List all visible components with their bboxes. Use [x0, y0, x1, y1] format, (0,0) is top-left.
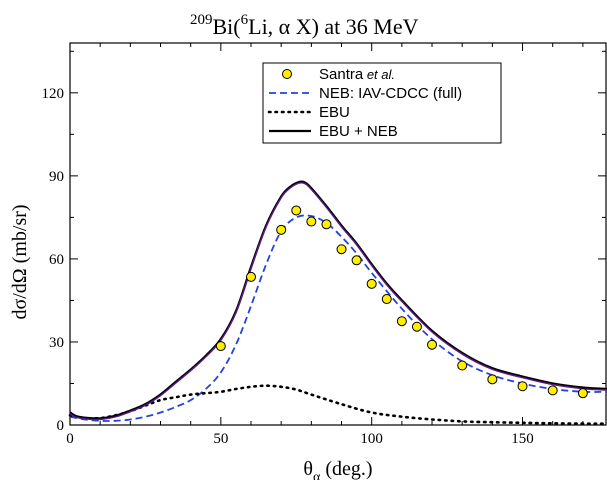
- data-point: [487, 374, 498, 385]
- data-point: [547, 385, 558, 396]
- legend-box: [262, 62, 502, 144]
- y-tick-label: 60: [49, 252, 64, 268]
- data-point-marker: [215, 341, 226, 352]
- legend-entry: Santra et al.: [282, 66, 395, 83]
- data-point: [457, 360, 468, 371]
- series-line-ebu-neb-black: [69, 180, 607, 420]
- title-reaction: Li, α X) at 36 MeV: [248, 14, 418, 39]
- y-tick-label: 30: [49, 335, 64, 351]
- data-point: [246, 271, 257, 282]
- data-point-marker: [246, 271, 257, 282]
- legend-label: EBU: [319, 104, 350, 121]
- data-point-marker: [381, 294, 392, 305]
- data-point: [577, 388, 588, 399]
- data-point-marker: [336, 244, 347, 255]
- data-point-marker: [427, 339, 438, 350]
- data-point-marker: [396, 316, 407, 327]
- data-point: [381, 294, 392, 305]
- x-tick-label: 0: [66, 431, 74, 447]
- data-point-marker: [351, 255, 362, 266]
- legend-label: NEB: IAV-CDCC (full): [319, 85, 462, 102]
- data-point-marker: [366, 278, 377, 289]
- data-point-marker: [276, 224, 287, 235]
- y-tick-label: 90: [49, 169, 64, 185]
- legend-marker: [282, 69, 292, 79]
- data-point: [291, 205, 302, 216]
- data-point-marker: [306, 216, 317, 227]
- data-point: [517, 381, 528, 392]
- x-axis-label-unit: (deg.): [320, 458, 372, 480]
- x-axis-label-symbol: θ: [303, 458, 313, 480]
- data-point: [396, 316, 407, 327]
- y-tick-label: 0: [57, 418, 65, 434]
- y-axis-label: dσ/dΩ (mb/sr): [9, 204, 31, 319]
- data-point-marker: [291, 205, 302, 216]
- title-projectile-mass: 6: [241, 12, 249, 28]
- chart-title: 209Bi(6Li, α X) at 36 MeV: [190, 12, 419, 39]
- x-tick-label: 50: [213, 431, 228, 447]
- data-point-marker: [411, 321, 422, 332]
- data-point: [321, 219, 332, 230]
- data-point: [351, 255, 362, 266]
- title-mass-number: 209: [190, 12, 213, 28]
- data-point-marker: [547, 385, 558, 396]
- legend-label: EBU + NEB: [319, 123, 398, 140]
- legend-entry: EBU + NEB: [269, 123, 398, 140]
- x-axis-label: θα (deg.): [303, 458, 372, 480]
- data-point: [215, 341, 226, 352]
- data-point: [427, 339, 438, 350]
- data-point: [276, 224, 287, 235]
- plot-frame: [69, 42, 607, 426]
- svg-text:209Bi(6Li, α X) at 36 MeV: 209Bi(6Li, α X) at 36 MeV: [190, 12, 419, 39]
- data-point-marker: [321, 219, 332, 230]
- data-point: [336, 244, 347, 255]
- data-point: [306, 216, 317, 227]
- data-point: [411, 321, 422, 332]
- data-point-marker: [517, 381, 528, 392]
- series-line-ebu-neb-violet: [69, 182, 607, 421]
- legend-entry: EBU: [267, 104, 350, 121]
- x-tick-label: 100: [360, 431, 383, 447]
- data-point-marker: [487, 374, 498, 385]
- data-point-marker: [577, 388, 588, 399]
- x-axis-label-subscript: α: [313, 470, 321, 480]
- series-line-ebu: [68, 384, 607, 425]
- legend-label: Santra et al.: [319, 66, 395, 83]
- data-point: [366, 278, 377, 289]
- y-tick-label: 120: [42, 86, 65, 102]
- legend-entry: NEB: IAV-CDCC (full): [269, 85, 462, 102]
- data-point-marker: [457, 360, 468, 371]
- legend: Santra et al. NEB: IAV-CDCC (full) EBU EBU …: [262, 62, 502, 144]
- title-target: Bi(: [213, 14, 241, 39]
- x-tick-label: 150: [511, 431, 534, 447]
